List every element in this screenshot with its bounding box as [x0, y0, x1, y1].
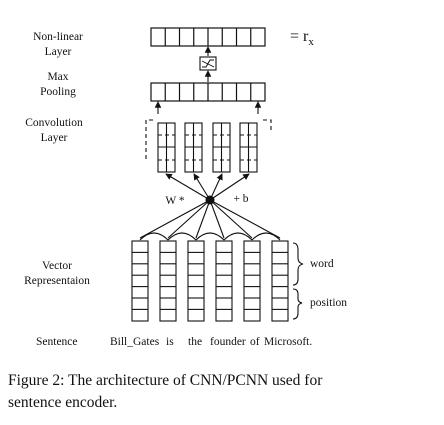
conv-input-arrows [165, 173, 250, 201]
nonlinear-label-line2: Layer [44, 46, 72, 58]
activation-icon [199, 56, 217, 71]
sentence-token: Bill_Gates [110, 336, 160, 348]
bias-operator-label: + b [233, 193, 249, 205]
vector-column-3 [187, 240, 205, 322]
sentence-token: is [166, 336, 174, 348]
maxpool-label-line1: Max [47, 71, 69, 83]
word-brace-icon [292, 242, 304, 286]
position-brace-label: position [310, 297, 348, 309]
nonlinear-layer-row [150, 27, 266, 47]
vector-representation-grid [131, 240, 289, 322]
vector-column-1 [131, 240, 149, 322]
vector-column-4 [215, 240, 233, 322]
vector-column-6 [271, 240, 289, 322]
conv-map-3 [212, 122, 231, 173]
nonlinear-layer-label: Non-linear Layer [18, 30, 98, 60]
maxpool-label-line2: Pooling [40, 86, 76, 98]
max-pooling-label: Max Pooling [18, 70, 98, 100]
output-representation-label: = rx [290, 28, 314, 48]
conv-label-line2: Layer [40, 132, 68, 144]
figure-caption: Figure 2: The architecture of CNN/PCNN u… [8, 370, 428, 414]
vector-representation-label: Vector Representaion [12, 259, 102, 289]
window-arcs [139, 232, 281, 241]
position-brace-icon [292, 288, 303, 320]
conv-map-1 [157, 122, 176, 173]
word-brace-label: word [310, 258, 334, 270]
vector-column-5 [243, 240, 261, 322]
sentence-token: the [188, 336, 203, 348]
nonlinear-label-line1: Non-linear [33, 31, 83, 43]
vector-column-2 [159, 240, 177, 322]
sentence-label: Sentence [36, 336, 78, 348]
caption-line2: sentence encoder. [8, 394, 118, 411]
output-subscript: x [308, 36, 314, 49]
vector-label-line1: Vector [41, 260, 72, 272]
convolution-feature-maps [157, 122, 258, 173]
conv-label-line1: Convolution [25, 117, 83, 129]
weight-operator-label: W * [165, 195, 185, 207]
sentence-token: founder [210, 336, 246, 348]
convolution-bracket [145, 119, 272, 162]
max-pooling-row [150, 82, 266, 102]
conv-map-4 [239, 122, 258, 173]
convolution-layer-label: Convolution Layer [14, 116, 94, 146]
vector-label-line2: Representaion [24, 275, 90, 287]
output-eq: = r [290, 28, 309, 45]
caption-line1: Figure 2: The architecture of CNN/PCNN u… [8, 372, 323, 389]
sentence-token: Microsoft. [264, 336, 313, 348]
input-connection-lines [139, 199, 281, 239]
conv-map-2 [184, 122, 203, 173]
sentence-token: of [250, 336, 260, 348]
